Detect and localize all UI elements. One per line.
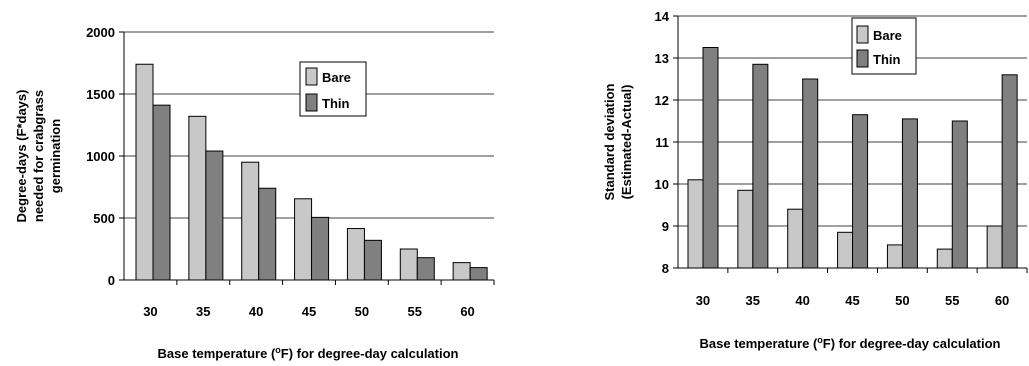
legend-swatch-bare [305,67,318,86]
bar-bare-45 [837,231,854,269]
bar-thin-50 [901,118,918,269]
y-axis-label: Standard deviation (Estimated-Actual) [602,83,634,200]
bar-thin-35 [205,150,224,281]
x-axis-label: Base temperature (oF) for degree-day cal… [158,345,459,361]
x-tick-label: 50 [895,293,909,308]
x-axis-label: Base temperature (oF) for degree-day cal… [700,335,1001,351]
y-axis-label: Degree-days (F*days) needed for crabgras… [14,90,63,223]
legend-swatch-bare [856,25,869,44]
y-axis-label-line-1: Standard deviation [602,83,617,200]
bar-bare-55 [936,248,953,269]
chart-degree-days: 0 500 1000 1500 2000 30 35 40 45 50 55 60 Bare Thi… [14,25,495,361]
x-tick-label: 55 [945,293,959,308]
bar-bare-40 [241,161,260,281]
bar-bare-55 [399,248,418,281]
legend: Bare Thin [851,17,917,75]
y-tick-label: 13 [655,51,669,66]
bar-bare-50 [346,228,365,281]
y-axis-label-line-1: Degree-days (F*days) [14,90,29,223]
bar-thin-60 [469,267,488,281]
bar-bare-60 [452,262,471,281]
legend-label-bare: Bare [873,28,902,43]
bar-bare-35 [737,189,754,269]
bar-bare-60 [986,225,1003,269]
x-tick-label: 40 [795,293,809,308]
bar-bare-40 [787,208,804,269]
bar-thin-45 [311,216,330,281]
bar-thin-50 [363,239,382,281]
x-tick-label: 35 [196,304,210,319]
bar-bare-50 [886,244,903,269]
bar-thin-55 [951,120,968,269]
legend-label-bare: Bare [322,70,351,85]
legend-label-thin: Thin [322,96,349,111]
legend-frame [851,17,917,75]
y-tick-label: 14 [655,9,670,24]
y-tick-label: 1000 [86,149,115,164]
bar-thin-40 [802,78,819,269]
x-tick-label: 35 [746,293,760,308]
x-tick-label: 40 [249,304,263,319]
bar-thin-45 [852,114,869,269]
legend-label-thin: Thin [873,52,900,67]
x-tick-label: 60 [460,304,474,319]
y-tick-label: 500 [93,211,115,226]
bar-bare-35 [188,115,207,281]
bar-thin-30 [152,104,171,281]
y-axis-label-line-2: needed for crabgrass [31,90,46,222]
bar-bare-45 [294,198,313,281]
legend-swatch-thin [856,49,869,68]
y-tick-label: 1500 [86,87,115,102]
y-tick-label: 2000 [86,25,115,40]
y-tick-label: 11 [655,135,669,150]
x-tick-label: 50 [355,304,369,319]
bar-thin-40 [258,187,277,281]
bar-thin-30 [702,47,719,269]
y-tick-label: 12 [655,93,669,108]
y-axis-label-line-2: (Estimated-Actual) [619,85,634,200]
y-tick-label: 0 [108,273,115,288]
bar-thin-35 [752,63,769,269]
x-tick-label: 45 [845,293,859,308]
legend: Bare Thin [299,61,367,117]
bar-bare-30 [687,179,704,269]
x-tick-label: 60 [995,293,1009,308]
y-tick-label: 8 [662,261,669,276]
legend-swatch-thin [305,93,318,112]
x-tick-label: 30 [696,293,710,308]
y-axis-label-line-3: germination [48,119,63,193]
x-tick-label: 55 [407,304,421,319]
y-tick-label: 9 [662,219,669,234]
x-tick-label: 30 [143,304,157,319]
bar-bare-30 [135,63,154,281]
bar-thin-60 [1001,74,1018,269]
y-tick-label: 10 [655,177,669,192]
x-tick-label: 45 [302,304,316,319]
bar-thin-55 [416,257,435,281]
